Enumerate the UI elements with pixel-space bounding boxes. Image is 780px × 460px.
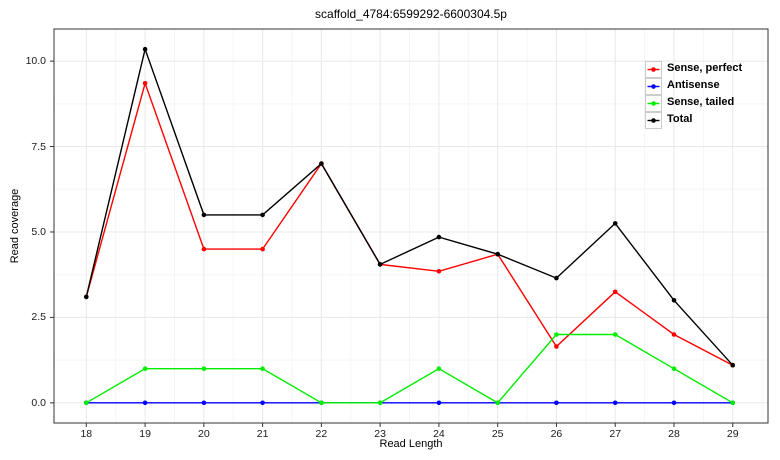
- data-point: [260, 212, 265, 218]
- legend-label: Sense, perfect: [667, 62, 743, 74]
- x-tick-label: 29: [726, 428, 739, 440]
- x-tick-label: 20: [198, 428, 210, 440]
- data-point: [554, 332, 559, 337]
- legend-label: Sense, tailed: [667, 96, 735, 108]
- y-tick-label: 2.5: [31, 311, 46, 324]
- data-point: [671, 332, 677, 337]
- data-point: [260, 366, 265, 372]
- series-line: [85, 46, 734, 366]
- legend-label: Total: [667, 113, 693, 125]
- y-tick-label: 5.0: [31, 225, 46, 238]
- legend-item: Sense, tailed: [645, 94, 742, 112]
- legend-key-icon: [645, 60, 662, 78]
- x-tick-label: 27: [609, 428, 622, 440]
- chart-title: scaffold_4784:6599292-6600304.5p: [315, 7, 507, 21]
- x-tick-label: 23: [374, 428, 386, 440]
- x-tick-label: 24: [433, 428, 445, 440]
- data-point: [730, 400, 735, 406]
- series-line: [85, 80, 734, 366]
- data-point: [377, 262, 383, 267]
- legend-item: Total: [645, 111, 742, 129]
- data-point: [554, 275, 559, 281]
- data-point: [142, 366, 148, 372]
- legend-key-icon: [645, 94, 662, 112]
- legend: Sense, perfect Antisense Sense, tailed Tota…: [645, 60, 743, 129]
- x-tick-label: 18: [80, 428, 93, 440]
- x-tick-label: 21: [256, 428, 269, 440]
- y-tick-label: 7.5: [31, 140, 46, 153]
- data-point: [612, 400, 618, 406]
- data-point: [142, 81, 148, 86]
- data-point: [201, 212, 207, 218]
- x-tick-label: 19: [139, 428, 151, 440]
- data-point: [671, 400, 677, 406]
- data-point: [554, 400, 559, 406]
- data-point: [495, 251, 501, 257]
- x-tick-label: 25: [491, 428, 504, 440]
- x-tick-label: 22: [315, 428, 328, 440]
- data-point: [84, 294, 89, 300]
- data-point: [554, 344, 559, 349]
- data-point: [495, 400, 501, 406]
- data-point: [201, 366, 207, 372]
- y-tick-label: 10.0: [25, 55, 46, 68]
- data-point: [671, 366, 677, 372]
- y-tick-label: 0.0: [31, 396, 46, 409]
- data-point: [142, 400, 148, 406]
- data-point: [436, 400, 442, 406]
- data-point: [612, 221, 618, 226]
- data-point: [142, 46, 148, 52]
- data-point: [377, 400, 383, 406]
- legend-item: Antisense: [645, 77, 742, 95]
- legend-label: Antisense: [667, 79, 720, 91]
- data-point: [84, 400, 89, 406]
- data-point: [319, 400, 324, 406]
- data-point: [201, 400, 207, 406]
- data-point: [671, 298, 677, 303]
- data-point: [260, 400, 265, 406]
- data-point: [260, 246, 265, 252]
- data-point: [730, 362, 735, 368]
- data-point: [201, 246, 207, 252]
- panel-border: [53, 28, 769, 424]
- x-tick-label: 26: [550, 428, 563, 440]
- data-point: [319, 161, 324, 166]
- data-point: [436, 234, 442, 240]
- legend-item: Sense, perfect: [645, 60, 743, 78]
- x-tick-label: 28: [668, 428, 680, 440]
- data-point: [612, 289, 618, 295]
- legend-key-icon: [645, 77, 662, 95]
- x-axis-title: Read Length: [379, 438, 443, 450]
- data-point: [436, 269, 442, 274]
- legend-key-icon: [645, 111, 662, 129]
- data-point: [612, 332, 618, 337]
- series-line: [85, 333, 734, 404]
- data-point: [436, 366, 442, 372]
